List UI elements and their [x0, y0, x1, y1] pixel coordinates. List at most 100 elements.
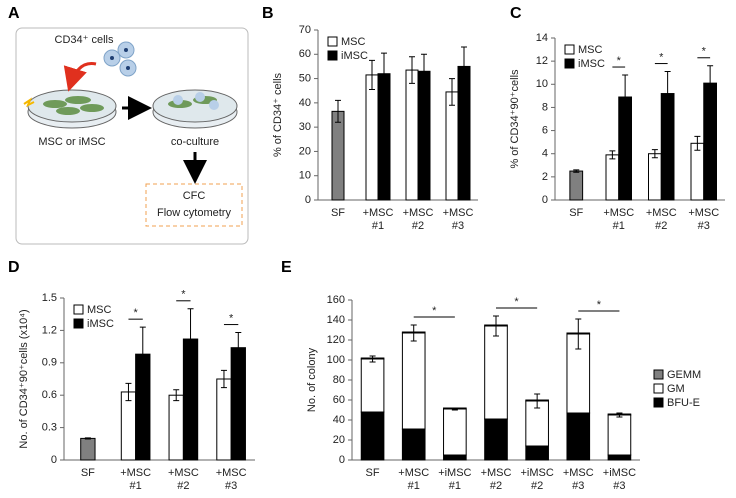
y-tick-label: 140: [327, 314, 345, 326]
y-tick-label: 10: [536, 78, 548, 90]
y-tick-label: 8: [542, 101, 548, 113]
x-tick-label: SF: [81, 467, 95, 479]
bar: [230, 347, 246, 461]
error-bar: [573, 169, 580, 173]
x-tick-label: #1: [372, 220, 384, 232]
x-tick-label: +MSC: [481, 467, 512, 479]
legend-swatch: [564, 44, 575, 55]
significance-label: *: [432, 305, 437, 317]
output-box: [145, 183, 243, 227]
x-tick-label: #2: [655, 220, 667, 232]
bar-segment: [525, 399, 549, 402]
y-tick-label: 0.3: [42, 422, 57, 434]
x-tick-label: #3: [452, 220, 464, 232]
bar: [120, 391, 137, 461]
bar-segment: [443, 407, 467, 410]
y-tick-label: 10: [299, 170, 311, 182]
error-bar: [664, 71, 671, 117]
x-tick-label: SF: [366, 467, 380, 479]
y-tick-label: 100: [327, 354, 345, 366]
y-tick-label: 0: [542, 194, 548, 206]
error-bar: [187, 308, 194, 370]
x-tick-label: #2: [412, 220, 424, 232]
x-tick-label: #1: [449, 480, 461, 492]
x-tick-label: #3: [572, 480, 584, 492]
error-bar: [125, 382, 132, 402]
x-tick-label: +MSC: [403, 207, 434, 219]
x-tick-label: #2: [490, 480, 502, 492]
bar-segment: [360, 357, 385, 360]
significance-label: *: [617, 55, 622, 67]
x-tick-label: #1: [613, 220, 625, 232]
error-bar: [449, 78, 455, 106]
bar: [457, 65, 471, 201]
panel-label: C: [510, 5, 522, 22]
y-tick-label: 0.9: [42, 357, 57, 369]
y-axis-label: No. of colony: [306, 347, 318, 412]
error-bar: [220, 369, 227, 389]
legend-label: iMSC: [578, 58, 605, 70]
x-tick-label: SF: [569, 207, 583, 219]
y-tick-label: 40: [299, 97, 311, 109]
significance-label: *: [514, 296, 519, 308]
legend-swatch: [653, 369, 664, 380]
x-tick-label: #3: [613, 480, 625, 492]
legend-label: MSC: [341, 36, 366, 48]
x-tick-label: +MSC: [603, 207, 634, 219]
error-bar: [651, 149, 658, 159]
schematic-text: CD34⁺ cells: [55, 34, 114, 46]
y-tick-label: 0: [51, 454, 57, 466]
significance-label: *: [229, 312, 234, 324]
bar: [648, 153, 662, 201]
bar-segment: [401, 332, 426, 430]
significance-label: *: [181, 289, 186, 301]
dish-right: [152, 89, 238, 129]
x-tick-label: #2: [531, 480, 543, 492]
bar: [417, 70, 431, 201]
bar: [216, 378, 232, 461]
error-bar: [335, 99, 341, 123]
error-bar: [609, 150, 616, 160]
error-bar: [622, 74, 629, 120]
cells: [63, 41, 137, 92]
bar-segment: [607, 413, 632, 416]
legend-swatch: [327, 50, 338, 61]
legend-swatch: [564, 58, 575, 69]
x-tick-label: #3: [225, 480, 237, 492]
y-axis-label: % of CD34⁺90⁺cells: [509, 69, 521, 169]
y-tick-label: 4: [542, 148, 548, 160]
y-tick-label: 120: [327, 334, 345, 346]
legend-label: GEMM: [667, 369, 701, 381]
bar: [331, 110, 345, 201]
error-bar: [235, 332, 242, 364]
x-tick-label: +MSC: [398, 467, 429, 479]
y-tick-label: 60: [333, 394, 345, 406]
y-tick-label: 70: [299, 24, 311, 36]
bar-segment: [484, 325, 508, 420]
legend-swatch: [73, 318, 84, 329]
y-tick-label: 60: [299, 48, 311, 60]
legend-label: GM: [667, 383, 685, 395]
x-tick-label: #3: [698, 220, 710, 232]
bar-segment: [360, 358, 385, 413]
legend-swatch: [653, 397, 664, 408]
x-tick-label: SF: [331, 207, 345, 219]
x-tick-label: #2: [177, 480, 189, 492]
x-tick-label: +MSC: [688, 207, 719, 219]
x-tick-label: +MSC: [120, 467, 151, 479]
y-axis-label: % of CD34⁺ cells: [272, 72, 284, 157]
y-tick-label: 14: [536, 32, 548, 44]
y-tick-label: 160: [327, 294, 345, 306]
x-tick-label: +iMSC: [603, 467, 636, 479]
schematic-text: CFC: [183, 190, 206, 202]
x-tick-label: +MSC: [646, 207, 677, 219]
bar-segment: [401, 331, 426, 334]
y-tick-label: 50: [299, 72, 311, 84]
y-tick-label: 12: [536, 55, 548, 67]
error-bar: [381, 52, 387, 95]
schematic-text: co-culture: [171, 136, 219, 148]
error-bar: [84, 437, 91, 440]
legend-label: iMSC: [341, 50, 368, 62]
